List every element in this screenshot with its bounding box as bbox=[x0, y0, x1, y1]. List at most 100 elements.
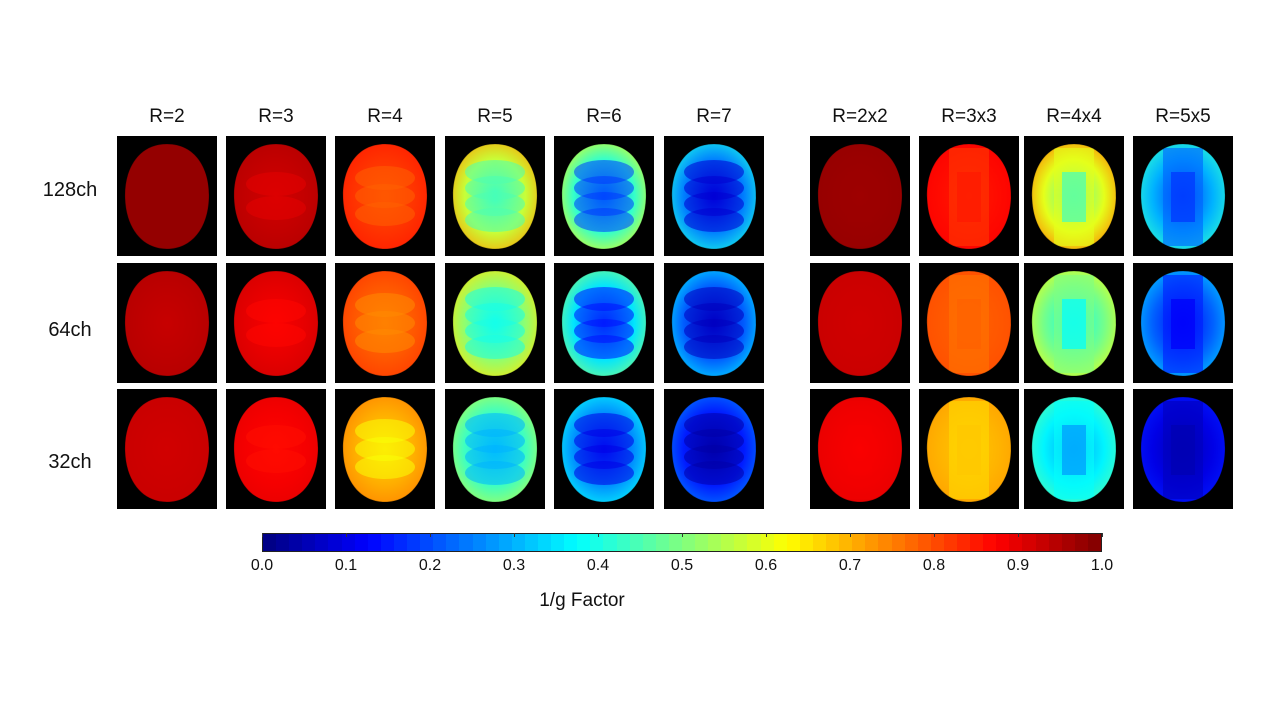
alias-band bbox=[684, 335, 744, 359]
colorbar-segment bbox=[682, 534, 696, 551]
gfactor-map-tile bbox=[226, 389, 326, 509]
column-label: R=4x4 bbox=[1046, 106, 1102, 127]
alias-column bbox=[840, 148, 880, 246]
colorbar-tick-mark bbox=[430, 533, 431, 537]
colorbar-tick-mark bbox=[682, 533, 683, 537]
colorbar-segment bbox=[839, 534, 853, 551]
alias-core bbox=[957, 299, 981, 349]
colorbar-segment bbox=[826, 534, 840, 551]
head-outline bbox=[817, 143, 903, 250]
head-outline bbox=[1140, 143, 1226, 250]
colorbar-segment bbox=[393, 534, 408, 551]
head-outline bbox=[233, 143, 319, 250]
colorbar-segment bbox=[799, 534, 813, 551]
head-outline bbox=[342, 396, 428, 503]
gfactor-map-tile bbox=[226, 263, 326, 383]
colorbar-segment bbox=[956, 534, 971, 551]
colorbar-segment bbox=[668, 534, 682, 551]
colorbar-segment bbox=[708, 534, 722, 551]
row-label: 64ch bbox=[48, 319, 92, 341]
colorbar-segment bbox=[1009, 534, 1023, 551]
head-outline bbox=[671, 143, 757, 250]
alias-core bbox=[1171, 172, 1195, 222]
colorbar-segment bbox=[983, 534, 997, 551]
head-outline bbox=[233, 396, 319, 503]
alias-core bbox=[1062, 172, 1086, 222]
colorbar-label: 1/g Factor bbox=[539, 590, 625, 611]
gfactor-map-tile bbox=[117, 136, 217, 256]
colorbar-tick-label: 0.4 bbox=[586, 557, 610, 574]
colorbar-segment bbox=[812, 534, 827, 551]
gfactor-map bbox=[1140, 270, 1226, 377]
alias-band bbox=[355, 311, 415, 335]
colorbar-segment bbox=[786, 534, 800, 551]
gfactor-map-tile bbox=[445, 389, 545, 509]
column-label: R=2x2 bbox=[832, 106, 888, 127]
gfactor-map-tile bbox=[664, 389, 764, 509]
colorbar-segment bbox=[904, 534, 918, 551]
colorbar-segment bbox=[537, 534, 552, 551]
alias-band bbox=[574, 208, 634, 232]
head-outline bbox=[926, 396, 1012, 503]
colorbar-tick-mark bbox=[1102, 533, 1103, 537]
alias-band bbox=[246, 449, 306, 473]
colorbar-segment bbox=[263, 534, 277, 551]
row-label: 128ch bbox=[42, 179, 98, 201]
colorbar-segment bbox=[302, 534, 316, 551]
colorbar-tick-label: 0.1 bbox=[334, 557, 358, 574]
colorbar-segment bbox=[629, 534, 643, 551]
colorbar-segment bbox=[865, 534, 879, 551]
colorbar-segment bbox=[747, 534, 761, 551]
colorbar-segment bbox=[642, 534, 656, 551]
alias-core bbox=[1171, 425, 1195, 475]
alias-band bbox=[246, 196, 306, 220]
colorbar-segment bbox=[616, 534, 630, 551]
colorbar-segment bbox=[524, 534, 538, 551]
head-outline bbox=[817, 396, 903, 503]
colorbar-segment bbox=[852, 534, 866, 551]
gfactor-map bbox=[233, 143, 319, 250]
colorbar-segment bbox=[603, 534, 617, 551]
column-label: R=5 bbox=[477, 106, 513, 127]
gfactor-map-tile bbox=[664, 263, 764, 383]
head-outline bbox=[561, 396, 647, 503]
colorbar-segment bbox=[773, 534, 787, 551]
gfactor-map bbox=[671, 143, 757, 250]
gfactor-map-tile bbox=[1024, 136, 1124, 256]
gfactor-map bbox=[452, 396, 538, 503]
colorbar-tick-label: 0.9 bbox=[1006, 557, 1030, 574]
gfactor-map bbox=[671, 396, 757, 503]
colorbar-segment bbox=[1087, 534, 1101, 551]
colorbar-segment bbox=[996, 534, 1010, 551]
gfactor-map bbox=[926, 270, 1012, 377]
colorbar-segment bbox=[760, 534, 774, 551]
colorbar-tick-mark bbox=[346, 533, 347, 537]
gfactor-map bbox=[926, 143, 1012, 250]
colorbar-segment bbox=[511, 534, 525, 551]
gfactor-map bbox=[817, 143, 903, 250]
gfactor-map-tile bbox=[554, 389, 654, 509]
colorbar-tick-label: 0.0 bbox=[250, 557, 274, 574]
colorbar-segment bbox=[446, 534, 460, 551]
alias-band bbox=[355, 419, 415, 443]
alias-core bbox=[848, 299, 872, 349]
gfactor-map-tile bbox=[919, 136, 1019, 256]
colorbar-segment bbox=[564, 534, 578, 551]
alias-band bbox=[465, 461, 525, 485]
head-outline bbox=[1140, 270, 1226, 377]
alias-core bbox=[848, 172, 872, 222]
colorbar-segment bbox=[472, 534, 486, 551]
column-label: R=4 bbox=[367, 106, 403, 127]
column-label: R=7 bbox=[696, 106, 732, 127]
gfactor-map-tile bbox=[919, 389, 1019, 509]
head-outline bbox=[342, 270, 428, 377]
colorbar-tick-label: 0.6 bbox=[754, 557, 778, 574]
alias-band bbox=[465, 208, 525, 232]
head-outline bbox=[671, 270, 757, 377]
colorbar-segment bbox=[276, 534, 290, 551]
colorbar-segment bbox=[943, 534, 957, 551]
colorbar-segment bbox=[328, 534, 342, 551]
colorbar-segment bbox=[878, 534, 892, 551]
gfactor-map bbox=[233, 270, 319, 377]
column-label: R=2 bbox=[149, 106, 185, 127]
